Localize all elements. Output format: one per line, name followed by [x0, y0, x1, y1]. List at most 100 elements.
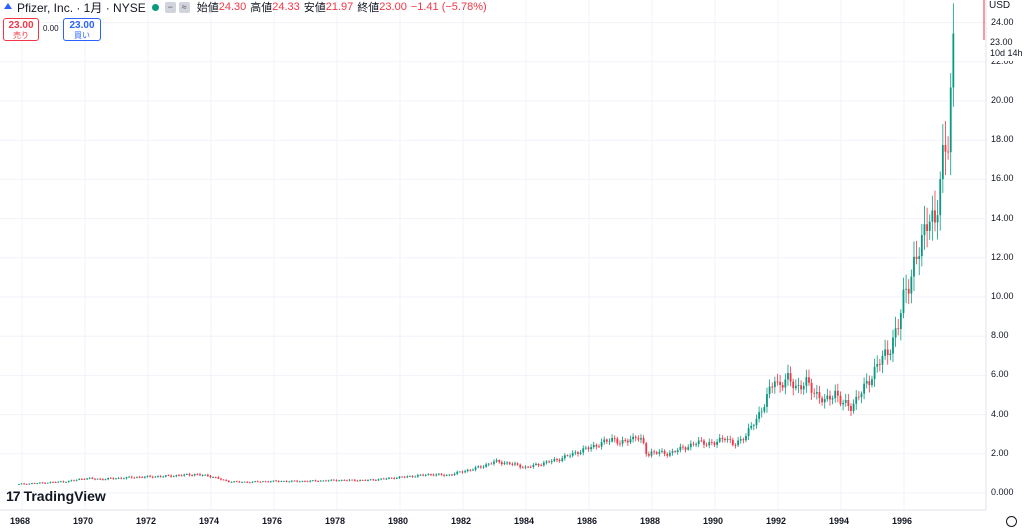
candle-body [243, 481, 246, 483]
candle-body [453, 473, 456, 476]
time-tick-label: 1980 [388, 516, 409, 526]
candle-body [682, 446, 684, 448]
candle-body [582, 448, 585, 453]
change-value: −1.41 (−5.78%) [410, 1, 487, 13]
candle-body [587, 447, 590, 450]
candle-body [949, 87, 952, 153]
candle-body [829, 395, 831, 400]
candle-body [611, 438, 613, 442]
candle-body [498, 460, 501, 463]
candle-body [514, 463, 516, 465]
compare-icon[interactable]: ≈ [178, 1, 190, 13]
candle-body [561, 458, 564, 461]
candle-body [750, 425, 753, 429]
candle-body [878, 364, 881, 365]
candle-body [125, 477, 128, 479]
hide-icon[interactable]: − [164, 1, 176, 13]
candle-body [905, 288, 907, 290]
time-tick-label: 1990 [703, 516, 724, 526]
candle-body [731, 439, 734, 446]
candle-body [579, 452, 582, 455]
candle-body [214, 477, 217, 478]
candle-body [577, 452, 579, 455]
candle-body [343, 479, 346, 481]
candle-body [254, 481, 256, 483]
low-label: 安値 [303, 2, 326, 14]
candle-body [540, 465, 543, 467]
candle-body [713, 442, 716, 445]
candle-body [424, 475, 427, 476]
time-tick-label: 1976 [262, 516, 283, 526]
candle-body [886, 349, 889, 356]
candle-body [157, 476, 159, 478]
candle-body [524, 466, 527, 468]
candle-body [653, 451, 655, 453]
candle-body [20, 483, 23, 485]
candle-body [327, 480, 330, 482]
sell-label: 売り [13, 31, 29, 40]
pfizer-logo-icon [4, 3, 12, 9]
candle-body [238, 481, 241, 483]
candle-body [41, 482, 44, 484]
market-status-icon [151, 3, 159, 11]
candle-body [771, 386, 774, 388]
candle-body [136, 476, 138, 478]
candle-body [416, 475, 419, 477]
candle-body [117, 477, 120, 479]
settings-icon[interactable] [1006, 516, 1017, 527]
symbol-title[interactable]: Pfizer, Inc. · 1月 · NYSE [17, 0, 146, 15]
candle-body [863, 383, 865, 394]
high-label: 高値 [250, 2, 273, 14]
candle-body [445, 475, 448, 476]
candle-body [472, 469, 474, 471]
candle-body [550, 461, 553, 463]
last-price-value: 23.00 [990, 37, 1013, 47]
candle-body [705, 444, 708, 446]
candle-body [138, 476, 141, 478]
candle-body [122, 478, 125, 480]
candle-body [443, 474, 445, 476]
sell-button[interactable]: 23.00 売り [3, 18, 39, 41]
low-value: 21.97 [325, 1, 354, 13]
candle-body [952, 33, 955, 88]
candle-body [839, 395, 842, 405]
candle-body [569, 455, 571, 457]
candle-body [626, 440, 629, 443]
candle-body [49, 482, 52, 483]
candle-body [31, 483, 33, 485]
buy-button[interactable]: 23.00 買い [63, 18, 101, 41]
candle-body [889, 353, 892, 356]
candle-body [734, 445, 737, 446]
candle-body [217, 477, 220, 479]
candle-body [298, 481, 301, 483]
candle-body [797, 385, 800, 387]
candle-body [516, 463, 519, 465]
candle-body [487, 463, 490, 465]
tradingview-logo[interactable]: 17 TradingView [6, 488, 106, 504]
candle-body [456, 471, 459, 474]
candle-body [283, 481, 285, 482]
candle-body [259, 481, 262, 483]
candle-body [62, 481, 65, 483]
candle-body [422, 474, 424, 476]
candle-body [348, 479, 351, 481]
candle-body [500, 462, 503, 465]
price-tick-label: 8.00 [991, 330, 1009, 341]
candle-body [427, 474, 430, 476]
candle-body [25, 484, 28, 485]
candle-body [230, 481, 233, 483]
candle-body [188, 474, 191, 476]
currency-label[interactable]: USD [989, 0, 1011, 11]
candle-body [285, 481, 288, 482]
candle-body [755, 418, 758, 426]
time-tick-label: 1992 [766, 516, 787, 526]
candle-body [403, 476, 406, 478]
candle-body [361, 479, 364, 481]
candle-body [251, 481, 254, 483]
candle-body [225, 479, 228, 481]
candle-body [151, 476, 154, 478]
candle-body [703, 440, 705, 445]
candle-body [763, 406, 766, 412]
candle-body [330, 479, 333, 481]
